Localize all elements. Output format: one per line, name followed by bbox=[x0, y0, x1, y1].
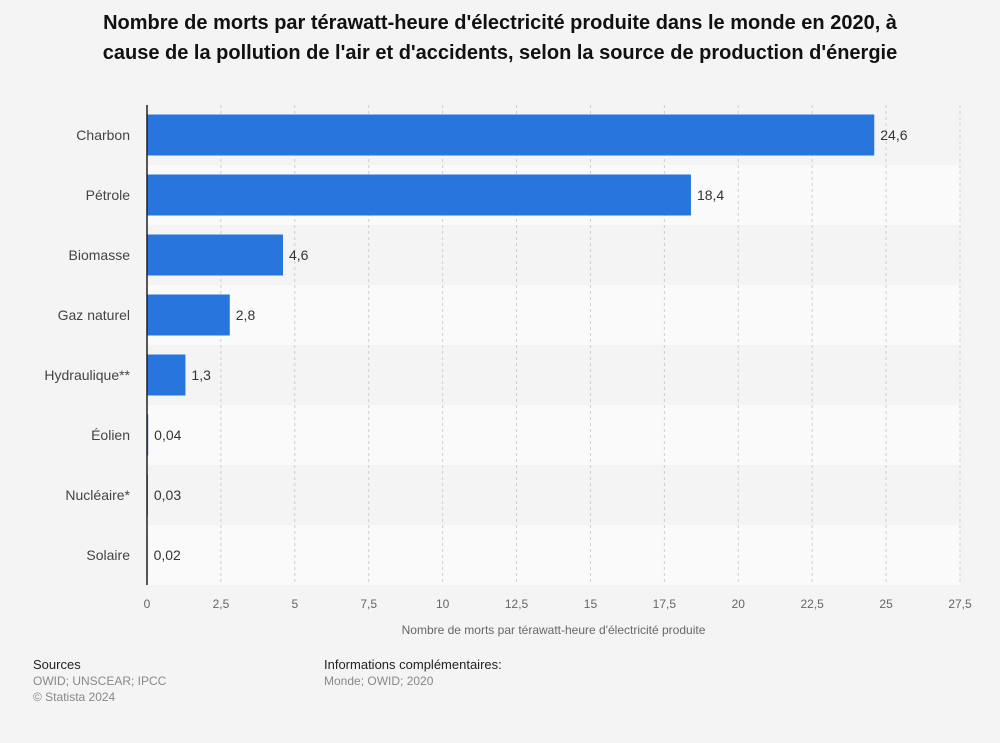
x-tick-label: 5 bbox=[291, 597, 298, 611]
bar bbox=[147, 234, 283, 276]
category-label: Solaire bbox=[86, 547, 130, 563]
x-tick-label: 25 bbox=[879, 597, 893, 611]
value-label: 0,04 bbox=[154, 427, 181, 443]
x-tick-label: 22,5 bbox=[801, 597, 825, 611]
category-label: Éolien bbox=[91, 427, 130, 443]
x-tick-label: 15 bbox=[584, 597, 598, 611]
category-label: Biomasse bbox=[69, 247, 131, 263]
x-tick-label: 17,5 bbox=[653, 597, 677, 611]
additional-info-text: Monde; OWID; 2020 bbox=[324, 674, 434, 688]
value-label: 0,02 bbox=[154, 547, 181, 563]
category-label: Gaz naturel bbox=[58, 307, 130, 323]
value-label: 0,03 bbox=[154, 487, 181, 503]
value-label: 24,6 bbox=[880, 127, 907, 143]
bar bbox=[147, 174, 691, 216]
value-label: 2,8 bbox=[236, 307, 256, 323]
chart-title: Nombre de morts par térawatt-heure d'éle… bbox=[40, 8, 960, 68]
category-label: Pétrole bbox=[86, 187, 131, 203]
x-tick-label: 7,5 bbox=[360, 597, 377, 611]
row-band bbox=[147, 285, 960, 345]
row-band bbox=[147, 345, 960, 405]
x-tick-label: 20 bbox=[732, 597, 746, 611]
additional-info-label: Informations complémentaires: bbox=[324, 657, 502, 672]
x-tick-label: 10 bbox=[436, 597, 450, 611]
sources-block: Sources OWID; UNSCEAR; IPCC © Statista 2… bbox=[33, 657, 166, 705]
copyright-text: © Statista 2024 bbox=[33, 690, 116, 704]
row-band bbox=[147, 525, 960, 585]
bar-chart: 0 2,5 5 7,5 10 12,5 15 17,5 20 22,5 25 27,5 Charbon 2… bbox=[44, 105, 972, 637]
category-label: Hydraulique** bbox=[44, 367, 130, 383]
x-tick-label: 0 bbox=[144, 597, 151, 611]
value-label: 1,3 bbox=[191, 367, 211, 383]
chart-title-line-1: Nombre de morts par térawatt-heure d'éle… bbox=[103, 12, 897, 34]
sources-label: Sources bbox=[33, 657, 81, 672]
value-label: 18,4 bbox=[697, 187, 724, 203]
bar bbox=[147, 114, 875, 156]
value-label: 4,6 bbox=[289, 247, 309, 263]
row-band bbox=[147, 405, 960, 465]
x-tick-label: 27,5 bbox=[948, 597, 972, 611]
x-tick-label: 2,5 bbox=[213, 597, 230, 611]
x-tick-label: 12,5 bbox=[505, 597, 529, 611]
row-band bbox=[147, 465, 960, 525]
category-label: Charbon bbox=[76, 127, 130, 143]
bar bbox=[147, 354, 186, 396]
sources-text: OWID; UNSCEAR; IPCC bbox=[33, 674, 167, 688]
bar bbox=[147, 294, 230, 336]
x-axis-title: Nombre de morts par térawatt-heure d'éle… bbox=[402, 623, 706, 637]
category-label: Nucléaire* bbox=[65, 487, 130, 503]
chart-title-line-2: cause de la pollution de l'air et d'acci… bbox=[102, 42, 898, 64]
additional-info-block: Informations complémentaires: Monde; OWI… bbox=[324, 657, 502, 689]
